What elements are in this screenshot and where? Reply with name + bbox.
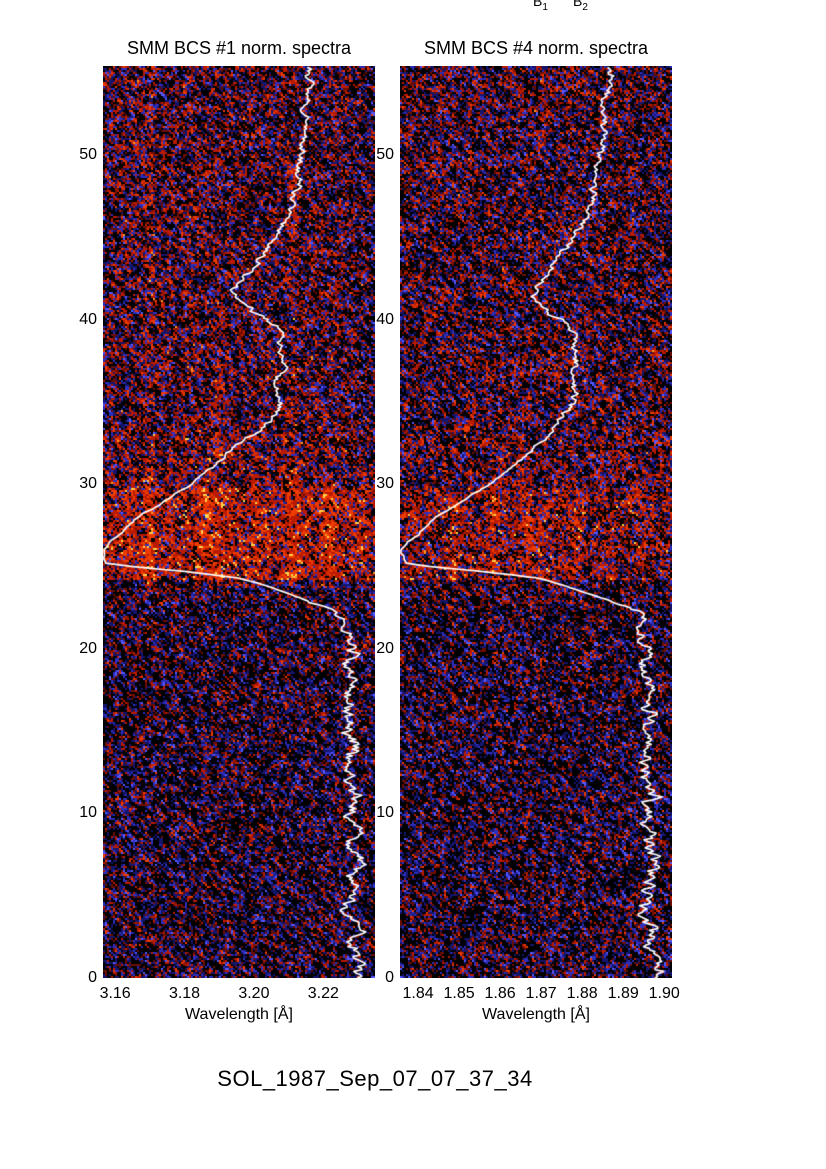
y-tick-label: 30 <box>79 475 97 493</box>
line-marker-b1: B1 <box>533 0 548 13</box>
line-marker-b1-sub: 1 <box>542 1 548 13</box>
x-tick-label: 1.87 <box>525 985 557 1002</box>
x-tick-label: 1.85 <box>443 985 475 1002</box>
line-marker-b2-letter: B <box>573 0 583 9</box>
panel2-x-axis-label: Wavelength [Å] <box>482 1006 590 1023</box>
x-tick-label: 1.88 <box>566 985 598 1002</box>
x-tick-label: 3.18 <box>168 985 201 1002</box>
x-tick-label: 1.89 <box>607 985 639 1002</box>
bcs4-spectrogram-image <box>400 66 672 978</box>
y-tick-label: 50 <box>79 145 97 163</box>
x-tick-label: 1.86 <box>484 985 516 1002</box>
x-tick-label: 3.22 <box>307 985 339 1002</box>
y-tick-label: 40 <box>376 310 394 328</box>
x-tick-label: 3.20 <box>238 985 270 1002</box>
x-tick-label: 3.16 <box>99 985 131 1002</box>
line-marker-b2: B2 <box>573 0 588 13</box>
figure-caption: SOL_1987_Sep_07_07_37_34 <box>217 1066 533 1091</box>
y-tick-label: 30 <box>376 475 394 493</box>
line-marker-b2-sub: 2 <box>582 1 588 13</box>
y-tick-label: 10 <box>79 804 97 822</box>
line-marker-b1-letter: B <box>533 0 543 9</box>
y-tick-label: 20 <box>79 639 97 657</box>
x-tick-label: 1.84 <box>402 985 434 1002</box>
bcs1-spectrogram-image <box>103 66 375 978</box>
panel2-title: SMM BCS #4 norm. spectra <box>423 38 649 58</box>
panel1-x-axis-label: Wavelength [Å] <box>185 1006 293 1023</box>
x-tick-label: 1.90 <box>648 985 680 1002</box>
y-tick-label: 0 <box>385 969 394 986</box>
y-tick-label: 10 <box>376 804 394 822</box>
y-tick-label: 0 <box>88 969 97 986</box>
panel1-title: SMM BCS #1 norm. spectra <box>126 38 352 58</box>
y-tick-label: 50 <box>376 145 394 163</box>
y-tick-label: 40 <box>79 310 97 328</box>
y-tick-label: 20 <box>376 639 394 657</box>
